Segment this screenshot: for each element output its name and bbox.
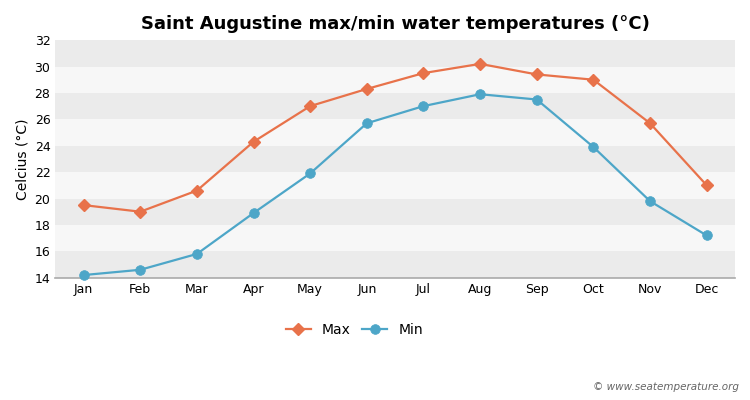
Max	[419, 71, 428, 76]
Max	[79, 203, 88, 208]
Line: Min: Min	[79, 89, 712, 280]
Bar	[56, 146, 735, 172]
Text: © www.seatemperature.org: © www.seatemperature.org	[592, 382, 739, 392]
Min	[136, 267, 145, 272]
Min	[419, 104, 428, 108]
Min	[79, 273, 88, 278]
Min	[532, 97, 542, 102]
Bar	[56, 93, 735, 119]
Line: Max: Max	[80, 60, 711, 216]
Bar	[56, 225, 735, 251]
Min	[646, 199, 655, 204]
Max	[702, 183, 711, 188]
Max	[476, 62, 484, 66]
Y-axis label: Celcius (°C): Celcius (°C)	[15, 118, 29, 200]
Title: Saint Augustine max/min water temperatures (°C): Saint Augustine max/min water temperatur…	[141, 15, 650, 33]
Bar	[56, 198, 735, 225]
Max	[136, 209, 145, 214]
Min	[362, 121, 371, 126]
Min	[476, 92, 484, 97]
Max	[306, 104, 315, 108]
Max	[193, 188, 202, 193]
Min	[249, 211, 258, 216]
Max	[249, 139, 258, 144]
Min	[193, 252, 202, 256]
Bar	[56, 66, 735, 93]
Max	[646, 121, 655, 126]
Legend: Max, Min: Max, Min	[286, 323, 423, 337]
Min	[702, 233, 711, 238]
Max	[589, 77, 598, 82]
Bar	[56, 172, 735, 198]
Min	[589, 145, 598, 150]
Min	[306, 171, 315, 176]
Bar	[56, 119, 735, 146]
Max	[362, 86, 371, 91]
Max	[532, 72, 542, 77]
Bar	[56, 40, 735, 66]
Bar	[56, 251, 735, 278]
